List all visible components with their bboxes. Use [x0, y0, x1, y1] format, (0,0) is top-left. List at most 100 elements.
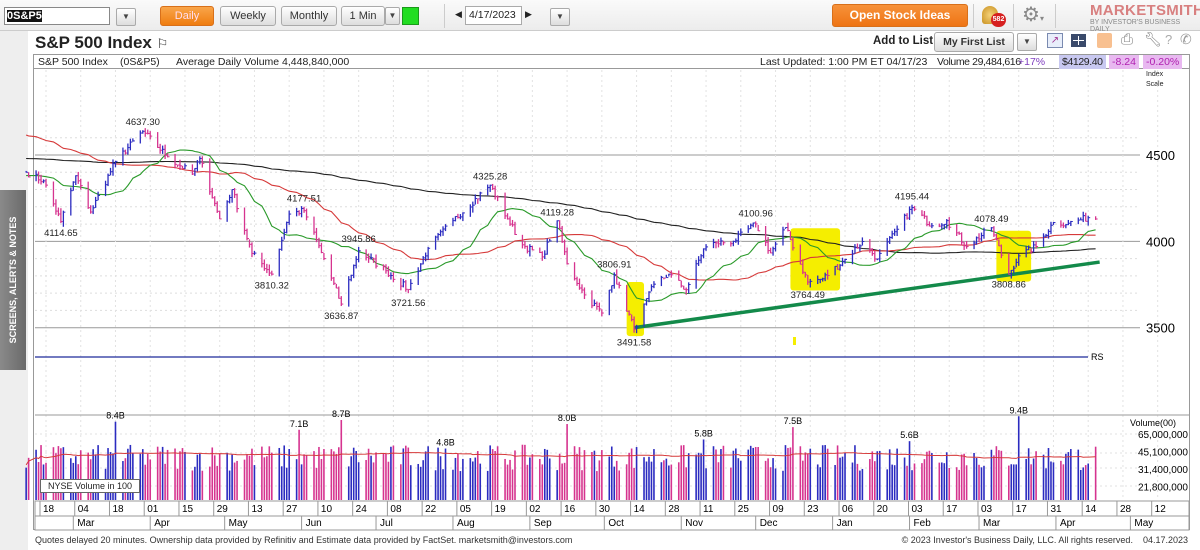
- volume-axis-tick: 21,800,000: [1138, 482, 1188, 493]
- info-volume-pct: +17%: [1018, 56, 1046, 68]
- date-tick-label: 28: [668, 504, 680, 515]
- date-tick-label: 15: [182, 504, 194, 515]
- top-toolbar: 0S&P5 ▼ Daily Weekly Monthly 1 Min ▼ ◀ 4…: [0, 0, 1200, 33]
- period-weekly-button[interactable]: Weekly: [220, 6, 276, 26]
- alerts-bell-button[interactable]: 582: [980, 4, 1010, 28]
- overlay-icon[interactable]: [1097, 33, 1112, 48]
- info-symbol: (0S&P5): [120, 56, 160, 68]
- footer-disclaimer: Quotes delayed 20 minutes. Ownership dat…: [35, 535, 573, 545]
- index-scale-label: Index Scale: [1146, 71, 1164, 88]
- month-label: Apr: [1060, 518, 1076, 529]
- chart-info-bar: S&P 500 Index (0S&P5) Average Daily Volu…: [34, 55, 1189, 69]
- volume-axis-tick: 45,100,000: [1138, 448, 1188, 459]
- volume-spike-label: 5.6B: [900, 430, 919, 440]
- date-tick-label: 01: [147, 504, 159, 515]
- date-tick-label: 13: [251, 504, 263, 515]
- price-labels: 4114.65 4637.30 3810.32 4177.51 3636.87 3945.…: [44, 117, 1026, 348]
- volume-spike-label: 8.4B: [106, 411, 125, 421]
- price-bars: [25, 128, 1098, 334]
- price-label: 3945.86: [341, 234, 375, 245]
- page-title-text: S&P 500 Index: [35, 33, 152, 52]
- date-tick-label: 08: [390, 504, 402, 515]
- price-label: 3721.56: [391, 298, 425, 309]
- price-label: 4078.49: [974, 214, 1008, 225]
- price-label: 3636.87: [324, 311, 358, 322]
- date-dropdown[interactable]: ▼: [550, 8, 570, 26]
- month-label: May: [229, 518, 248, 529]
- interval-button[interactable]: 1 Min: [341, 6, 385, 26]
- symbol-input[interactable]: 0S&P5: [4, 7, 110, 25]
- month-label: Sep: [534, 518, 552, 529]
- alerts-count-badge: 582: [991, 13, 1006, 27]
- date-tick-label: 17: [1016, 504, 1028, 515]
- print-icon[interactable]: ⎙: [1121, 31, 1134, 48]
- phone-icon[interactable]: ✆: [1180, 31, 1192, 47]
- month-label: Jul: [380, 518, 393, 529]
- date-tick-label: 14: [1085, 504, 1097, 515]
- settings-gear-icon[interactable]: ⚙▾: [1022, 4, 1044, 26]
- volume-spike-label: 4.8B: [436, 438, 455, 448]
- date-tick-label: 06: [842, 504, 854, 515]
- month-label: Aug: [457, 518, 475, 529]
- volume-spike-label: 7.1B: [290, 419, 309, 429]
- date-tick-label: 12: [1155, 504, 1167, 515]
- page-title: S&P 500 Index ⚐: [35, 33, 168, 53]
- screens-alerts-notes-tab[interactable]: SCREENS, ALERTS & NOTES: [0, 190, 26, 370]
- period-daily-button[interactable]: Daily: [160, 6, 214, 26]
- month-label: Dec: [760, 518, 778, 529]
- date-input[interactable]: 4/17/2023: [465, 6, 522, 25]
- date-tick-label: 09: [773, 504, 785, 515]
- interval-dropdown[interactable]: ▼: [385, 7, 400, 25]
- layout-grid-icon[interactable]: [1071, 34, 1086, 47]
- info-volume: Volume 29,484,616: [937, 56, 1021, 68]
- month-label: Jun: [306, 518, 322, 529]
- month-label: Mar: [77, 518, 95, 529]
- info-name: S&P 500 Index: [38, 56, 108, 68]
- date-tick-label: 18: [112, 504, 124, 515]
- month-label: Mar: [983, 518, 1001, 529]
- chart-grid: RS: [35, 70, 1189, 500]
- next-date-arrow-icon[interactable]: ▶: [525, 9, 532, 19]
- month-label: Jan: [837, 518, 853, 529]
- volume-average-line: [25, 451, 1096, 466]
- yellow-highlight: [626, 282, 645, 337]
- price-label: 3491.58: [617, 338, 651, 349]
- help-icon[interactable]: ?: [1165, 32, 1173, 47]
- date-tick-label: 14: [634, 504, 646, 515]
- price-axis-tick: 3500: [1146, 321, 1175, 336]
- flag-icon[interactable]: ⚐: [156, 36, 169, 51]
- date-tick-label: 25: [738, 504, 750, 515]
- date-tick-label: 03: [981, 504, 993, 515]
- date-tick-label: 24: [356, 504, 368, 515]
- period-monthly-button[interactable]: Monthly: [281, 6, 337, 26]
- yellow-highlight: [996, 230, 1032, 282]
- symbol-value: 0S&P5: [7, 10, 42, 22]
- info-change: -8.24: [1109, 55, 1139, 69]
- month-label: Oct: [608, 518, 624, 529]
- price-label: 4114.65: [44, 228, 78, 239]
- list-select[interactable]: My First List: [934, 32, 1014, 52]
- date-tick-label: 17: [946, 504, 958, 515]
- month-label: Apr: [154, 518, 170, 529]
- rs-label: RS: [1091, 352, 1104, 362]
- list-dropdown[interactable]: ▼: [1017, 33, 1037, 51]
- live-status-indicator[interactable]: [402, 7, 419, 25]
- volume-spike-label: 7.5B: [784, 416, 803, 426]
- logo-subtitle: BY INVESTOR'S BUSINESS DAILY: [1090, 19, 1181, 33]
- volume-axis-tick: 31,400,000: [1138, 465, 1188, 476]
- price-label: 3806.91: [597, 259, 631, 270]
- price-label: 4325.28: [473, 172, 507, 183]
- open-stock-ideas-button[interactable]: Open Stock Ideas: [832, 4, 968, 27]
- price-label: 3808.86: [992, 280, 1026, 291]
- prev-date-arrow-icon[interactable]: ◀: [455, 9, 462, 19]
- date-tick-label: 30: [599, 504, 611, 515]
- date-tick-label: 19: [495, 504, 507, 515]
- date-tick-label: 23: [807, 504, 819, 515]
- volume-axis-label: Volume(00): [1130, 418, 1176, 428]
- volume-axis-tick: 65,000,000: [1138, 430, 1188, 441]
- wrench-icon[interactable]: 🔧︎: [1144, 31, 1162, 47]
- price-axis-tick: 4000: [1146, 234, 1175, 249]
- chart-icon[interactable]: ↗: [1047, 33, 1063, 48]
- symbol-dropdown[interactable]: ▼: [116, 8, 136, 26]
